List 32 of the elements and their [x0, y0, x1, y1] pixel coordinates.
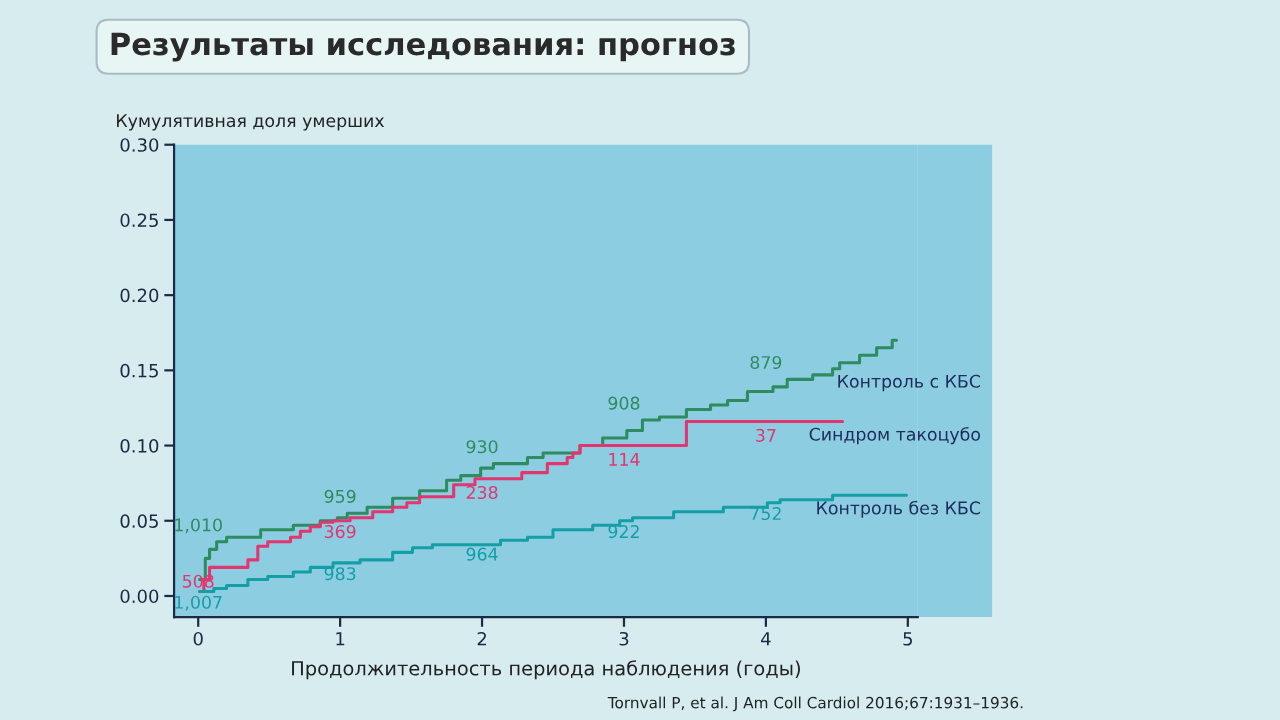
annotation: 964	[466, 547, 498, 561]
annotation: 37	[756, 428, 776, 442]
y-tick-label: 0.20	[120, 288, 159, 303]
x-tick-label: 5	[903, 632, 912, 646]
x-tick-label: 4	[761, 632, 771, 646]
annotation: 238	[466, 485, 498, 500]
y-axis-title: Кумулятивная доля умерших	[117, 114, 385, 131]
annotation: 930	[466, 440, 498, 454]
y-tick-label: 0.25	[120, 213, 158, 228]
series-label: Контроль без КБС	[817, 500, 981, 518]
annotation: 1,010	[175, 518, 222, 534]
y-tick-label: 0.05	[120, 514, 158, 528]
x-axis-title: Продолжительность периода наблюдения (годы)	[292, 660, 800, 680]
y-tick-label: 0.10	[120, 439, 159, 453]
series-label: Контроль с КБС	[838, 374, 981, 392]
text: Tornvall P, et al. J Am Coll Cardiol 2016;67:1931–1936.	[607, 696, 1023, 712]
annotation: 908	[608, 396, 640, 410]
chart-title: Результаты исследования: прогноз	[111, 32, 735, 62]
annotation: 369	[324, 525, 356, 539]
x-tick-label: 1	[336, 632, 345, 646]
annotation: 922	[608, 525, 639, 539]
y-tick-label: 0.00	[120, 589, 159, 604]
annotation: 1,007	[175, 595, 222, 611]
series-label: Синдром такоцубо	[809, 427, 981, 445]
annotation: 879	[750, 355, 782, 370]
y-tick-label: 0.15	[120, 363, 158, 378]
x-tick-label: 3	[619, 631, 629, 646]
annotation: 114	[609, 453, 640, 466]
x-tick-label: 0	[193, 631, 203, 646]
y-tick-label: 0.30	[120, 138, 159, 152]
annotation: 959	[324, 489, 356, 503]
x-tick-label: 2	[477, 631, 486, 646]
